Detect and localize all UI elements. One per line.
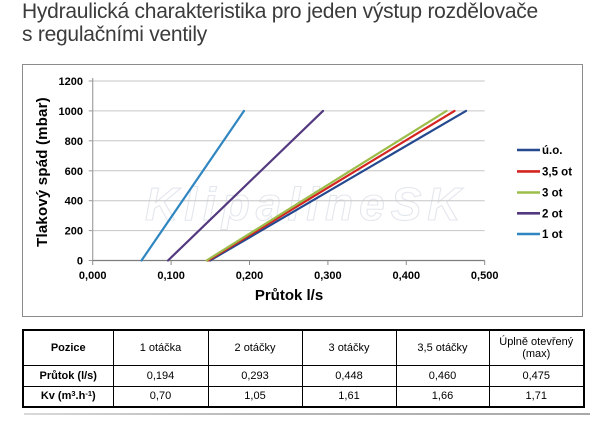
svg-text:0,000: 0,000 [79, 270, 107, 282]
svg-text:200: 200 [65, 226, 83, 238]
svg-text:800: 800 [65, 136, 83, 148]
svg-text:3 ot: 3 ot [542, 188, 563, 200]
svg-text:0,300: 0,300 [314, 270, 342, 282]
svg-text:Průtok l/s: Průtok l/s [255, 287, 323, 304]
svg-text:3,5 ot: 3,5 ot [542, 166, 572, 178]
svg-text:400: 400 [65, 196, 83, 208]
svg-text:1200: 1200 [59, 76, 83, 88]
svg-text:0,200: 0,200 [236, 270, 264, 282]
svg-text:0: 0 [77, 256, 83, 268]
svg-text:600: 600 [65, 166, 83, 178]
svg-text:1 ot: 1 ot [542, 229, 563, 241]
svg-text:0,100: 0,100 [157, 270, 185, 282]
svg-text:0,500: 0,500 [471, 270, 499, 282]
svg-text:1000: 1000 [59, 106, 83, 118]
svg-text:ú.o.: ú.o. [542, 145, 562, 157]
svg-text:Tlakový spád (mbar): Tlakový spád (mbar) [34, 97, 51, 247]
svg-text:2 ot: 2 ot [542, 208, 563, 220]
svg-text:0,400: 0,400 [393, 270, 421, 282]
